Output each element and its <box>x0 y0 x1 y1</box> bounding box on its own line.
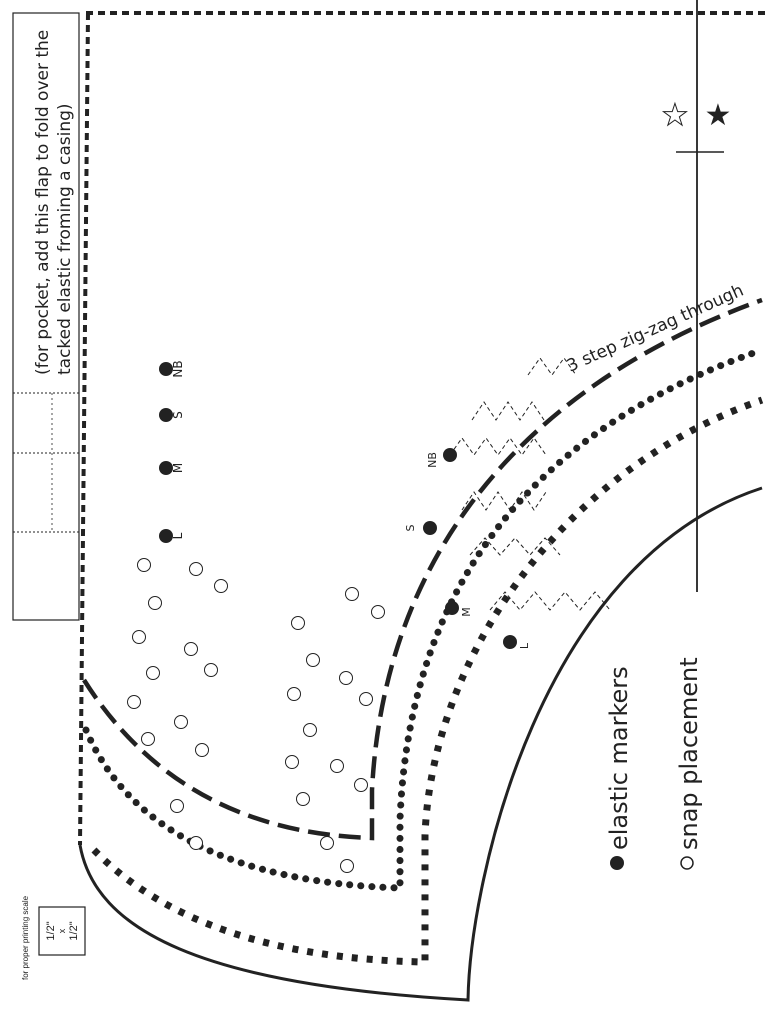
elastic-marker-label: L <box>518 642 531 649</box>
snap-placement <box>303 723 317 737</box>
snap-placement <box>359 692 373 706</box>
scale-caption: for proper printing scale <box>21 895 30 980</box>
edge-elastic-markers: NB S M L <box>404 448 531 649</box>
size-line-l <box>91 396 764 966</box>
scale-box <box>38 906 86 956</box>
pocket-note-line1: (for pocket, add this flap to fold over … <box>33 30 53 375</box>
scale-box-x: x <box>57 928 67 933</box>
left-border-line <box>78 12 90 846</box>
snap-placement <box>137 558 151 572</box>
elastic-marker <box>159 408 173 422</box>
scale-reference: for proper printing scale 1/2" x 1/2" <box>21 895 86 980</box>
snap-placement <box>141 732 155 746</box>
snap-placement <box>371 605 385 619</box>
elastic-marker-label: L <box>171 532 185 539</box>
snap-placement <box>189 836 203 850</box>
snap-placement <box>296 792 310 806</box>
elastic-marker <box>159 529 173 543</box>
snap-placement <box>320 836 334 850</box>
cutting-line <box>78 486 763 1002</box>
size-line-s <box>82 297 763 841</box>
legend-elastic-label: elastic markers <box>605 666 633 850</box>
elastic-marker <box>443 448 457 462</box>
legend: elastic markers snap placement <box>605 657 703 870</box>
outline-star-icon: ★ <box>662 98 689 133</box>
snap-placement <box>148 596 162 610</box>
snap-placement <box>285 755 299 769</box>
snap-placement <box>340 859 354 873</box>
elastic-marker-label: S <box>404 524 417 531</box>
elastic-marker-icon <box>610 856 624 870</box>
snap-placement <box>214 579 228 593</box>
pocket-note-line2: tacked elastic froming a casing) <box>55 103 75 375</box>
elastic-marker <box>159 362 173 376</box>
zigzag-stitch <box>471 401 545 421</box>
snap-placement <box>330 759 344 773</box>
snap-placement <box>174 715 188 729</box>
snap-placement <box>306 653 320 667</box>
snap-placement <box>287 687 301 701</box>
elastic-marker-label: NB <box>426 452 439 468</box>
pocket-flap <box>12 12 80 621</box>
elastic-marker-label: M <box>460 607 473 617</box>
zigzag-stitch <box>449 437 547 456</box>
snap-placement <box>354 778 368 792</box>
snap-placement-icon <box>680 856 694 870</box>
elastic-marker <box>503 635 517 649</box>
elastic-marker <box>423 521 437 535</box>
snap-placement <box>127 695 141 709</box>
snap-placement <box>170 799 184 813</box>
snap-placement <box>146 666 160 680</box>
elastic-marker-label: M <box>171 463 185 473</box>
zigzag-stitches <box>449 357 611 611</box>
snap-placement <box>195 743 209 757</box>
snap-placement <box>184 642 198 656</box>
elastic-marker <box>445 601 459 615</box>
elastic-marker-column: NB S M L <box>159 360 185 543</box>
filled-star-icon: ★ <box>705 98 732 133</box>
elastic-marker <box>159 461 173 475</box>
elastic-marker-label: NB <box>171 360 185 377</box>
snap-placement <box>345 587 359 601</box>
zigzag-stitch <box>489 591 611 611</box>
zigzag-stitch <box>469 537 561 556</box>
snap-placement <box>132 630 146 644</box>
stitch-label: 3 step zig-zag through <box>564 280 747 376</box>
snap-placement <box>204 663 218 677</box>
scale-box-bottom: 1/2" <box>68 921 80 940</box>
snap-placement <box>291 616 305 630</box>
snap-placement <box>339 671 353 685</box>
snap-placement <box>189 562 203 576</box>
zigzag-stitch <box>461 491 547 511</box>
size-line-m <box>82 346 766 892</box>
snap-placements <box>127 558 385 873</box>
legend-snap-label: snap placement <box>675 657 703 850</box>
scale-box-top: 1/2" <box>45 921 57 940</box>
elastic-marker-label: S <box>171 411 185 419</box>
